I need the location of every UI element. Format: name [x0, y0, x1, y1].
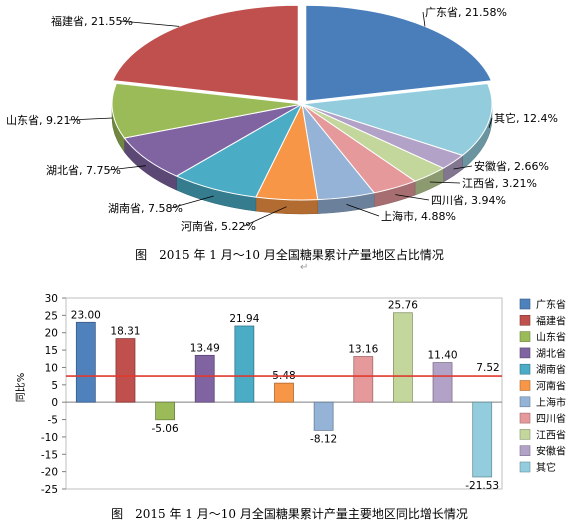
- bar-7: [313, 401, 334, 431]
- legend-swatch: [519, 461, 531, 473]
- y-tick-label: 30: [45, 293, 58, 305]
- legend-label: 河南省: [536, 380, 566, 393]
- bar-value-label: -8.12: [310, 433, 337, 445]
- y-tick-label: -5: [48, 415, 58, 427]
- bar-value-label: 11.40: [428, 350, 458, 362]
- bar-8: [353, 356, 374, 403]
- legend-swatch: [519, 298, 531, 310]
- y-tick-label: -10: [41, 432, 58, 444]
- legend-swatch: [519, 445, 531, 456]
- legend-swatch: [519, 380, 531, 391]
- pie-leader-5: [395, 194, 430, 201]
- pie-label-9: 湖北省, 7.75%: [46, 164, 121, 177]
- pie-label-2: 其它, 12.4%: [494, 111, 558, 125]
- pie-label-5: 四川省, 3.94%: [431, 194, 506, 207]
- y-tick-label: 10: [45, 362, 58, 374]
- y-tick-label: 20: [45, 328, 58, 340]
- pie-leader-2: [488, 117, 493, 128]
- legend-swatch: [519, 396, 531, 408]
- pie-chart-svg: 广东省, 21.58% 其它, 12.4% 安徽省, 2.66% 江西省, 3.21%…: [6, 4, 558, 233]
- y-tick-label: -15: [41, 449, 58, 461]
- bar-value-label: 25.76: [388, 300, 418, 312]
- bar-5: [234, 325, 255, 403]
- legend-label: 广东省: [536, 298, 566, 311]
- bar-value-label: 23.00: [71, 309, 101, 321]
- pie-slice-1: [305, 4, 493, 102]
- pie-leader-1: [422, 11, 426, 27]
- pie-slice-10: [111, 82, 303, 139]
- legend-swatch: [519, 429, 531, 440]
- legend-label: 湖南省: [536, 363, 566, 376]
- y-tick-label: 25: [45, 310, 58, 322]
- legend-label: 上海市: [536, 396, 566, 409]
- legend-label: 福建省: [536, 314, 566, 327]
- legend-label: 山东省: [536, 331, 566, 344]
- bar-4: [194, 354, 215, 403]
- bar-value-label: 13.16: [348, 343, 378, 355]
- y-tick-label: 0: [51, 397, 58, 409]
- pie-leader-3: [453, 165, 473, 170]
- y-axis-label: 同比%: [15, 373, 27, 403]
- legend-label: 四川省: [536, 412, 566, 425]
- bar-value-label: 18.31: [110, 326, 140, 338]
- legend-swatch: [519, 331, 531, 342]
- pie-label-1: 广东省, 21.58%: [425, 6, 507, 19]
- return-mark: ↵: [300, 262, 309, 273]
- bar-1: [75, 321, 96, 403]
- bar-value-label: 21.94: [229, 313, 259, 325]
- bar-11: [472, 401, 493, 478]
- bar-value-label: -5.06: [152, 423, 179, 435]
- pie-slice-2: [301, 83, 493, 156]
- y-tick-label: 15: [45, 345, 58, 357]
- pie-label-10: 山东省, 9.21%: [6, 114, 81, 127]
- pie-leader-10: [68, 117, 113, 121]
- bar-6: [274, 382, 294, 403]
- y-tick-label: -20: [41, 467, 58, 479]
- bar-3: [155, 401, 175, 421]
- legend-label: 安徽省: [536, 445, 566, 458]
- bar-10: [432, 362, 453, 403]
- legend-swatch: [519, 363, 531, 375]
- pie-label-4: 江西省, 3.21%: [462, 177, 537, 190]
- legend-swatch: [519, 314, 531, 326]
- legend-swatch: [519, 412, 531, 424]
- legend-label: 湖北省: [536, 347, 566, 360]
- pie-leader-8: [170, 195, 214, 209]
- legend-swatch: [519, 347, 531, 359]
- y-tick-label: -25: [41, 484, 58, 496]
- bar-chart-caption: 图 2015 年 1 月～10 月全国糖果累计产量主要地区同比增长情况: [111, 507, 468, 521]
- bar-value-label: -21.53: [465, 480, 499, 492]
- bar-chart: 30 25 20 15 10 5 0 -5 -10 -15 -20 -25 同比% 23.00 18.31 -…: [0, 283, 579, 524]
- bar-value-label: 13.49: [190, 342, 220, 354]
- reference-line-label: 7.52: [476, 362, 499, 374]
- y-tick-label: 5: [51, 380, 58, 392]
- pie-label-11: 福建省, 21.55%: [51, 14, 133, 28]
- pie-slice-11: [111, 4, 299, 102]
- legend-label: 其它: [536, 461, 556, 474]
- pie-sides: [111, 103, 493, 215]
- pie-label-3: 安徽省, 2.66%: [474, 159, 549, 173]
- pie-leader-11: [120, 20, 180, 27]
- legend-label: 江西省: [536, 428, 566, 441]
- pie-slice-9: [123, 103, 303, 177]
- bar-2: [115, 338, 136, 403]
- pie-label-7: 河南省, 5.22%: [181, 220, 256, 233]
- bar-chart-svg: 30 25 20 15 10 5 0 -5 -10 -15 -20 -25 同比% 23.00 18.31 -…: [15, 293, 566, 496]
- pie-leader-9: [108, 165, 146, 171]
- pie-leader-7: [243, 206, 287, 227]
- pie-label-6: 上海市, 4.88%: [381, 209, 456, 223]
- pie-label-8: 湖南省, 7.58%: [108, 202, 183, 215]
- bar-9: [393, 312, 413, 403]
- pie-chart-caption: 图 2015 年 1 月～10 月全国糖果累计产量地区占比情况: [135, 248, 444, 262]
- pie-chart: 广东省, 21.58% 其它, 12.4% 安徽省, 2.66% 江西省, 3.21%…: [6, 4, 558, 233]
- pie-leader-6: [346, 203, 380, 217]
- pie-leader-4: [429, 181, 461, 184]
